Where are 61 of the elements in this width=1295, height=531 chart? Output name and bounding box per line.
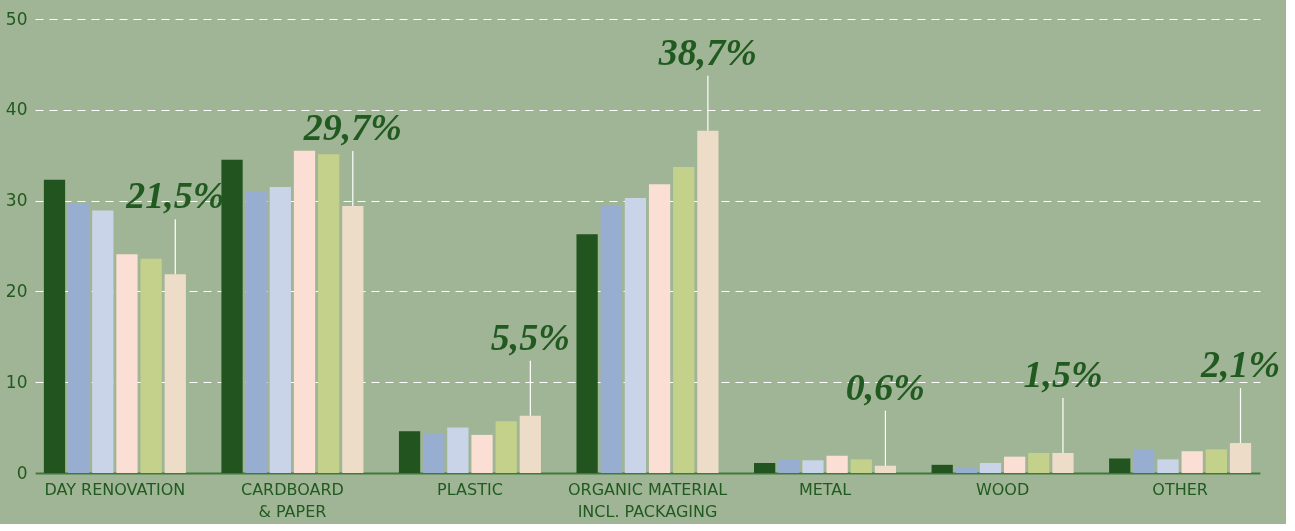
bar [1109,458,1131,473]
bar [802,460,824,473]
bar [754,463,776,473]
bar [1133,449,1155,473]
bar [600,206,622,473]
x-tick-label: CARDBOARD & PAPER [240,479,344,521]
bar [471,434,493,473]
bar [850,459,872,473]
bar [931,464,953,473]
x-tick-label: OTHER [1152,479,1208,499]
y-tick-label: 50 [5,8,28,29]
bar [648,184,671,473]
bar [874,465,897,473]
bar [245,191,267,473]
bar [624,197,647,473]
bar [1004,456,1026,473]
bar [673,167,695,473]
bar [1052,453,1074,473]
bar [92,210,114,473]
bar [140,258,162,473]
bar [318,154,340,473]
y-tick-label: 20 [5,280,28,301]
x-tick-label: ORGANIC MATERIAL INCL. PACKAGING [567,479,728,521]
y-tick-label: 10 [5,371,28,392]
x-tick-label: PLASTIC [437,479,503,499]
x-tick-label: WOOD [975,479,1030,499]
bar [68,203,90,473]
annotation: 38,7% [657,30,757,73]
annotation: 29,7% [302,106,402,149]
bar [269,186,291,473]
x-tick-label: METAL [798,479,852,499]
bar [43,179,66,473]
annotation: 0,6% [845,365,925,408]
bar [221,159,243,473]
annotation: 2,1% [1199,343,1281,386]
bar [1229,443,1252,473]
bar [398,431,421,473]
bar [955,467,977,473]
annotation: 1,5% [1023,353,1103,396]
annotation: 5,5% [490,315,570,358]
bar [519,415,541,473]
bar [342,206,364,473]
bar [495,421,517,473]
bar [826,455,848,473]
x-tick-label: DAY RENOVATION [44,479,186,499]
bar [423,433,445,473]
y-tick-label: 0 [16,462,28,483]
bar [979,463,1002,473]
bar [697,130,719,473]
bar [164,274,186,473]
bar [1028,453,1050,473]
bar [576,234,598,473]
bar [447,427,469,473]
y-tick-label: 30 [5,190,28,211]
bar [1181,451,1203,473]
bar [1205,449,1227,473]
bar [778,459,800,473]
bar [293,150,316,473]
bar [116,254,138,473]
y-tick-label: 40 [5,99,28,120]
bar [1157,459,1179,473]
